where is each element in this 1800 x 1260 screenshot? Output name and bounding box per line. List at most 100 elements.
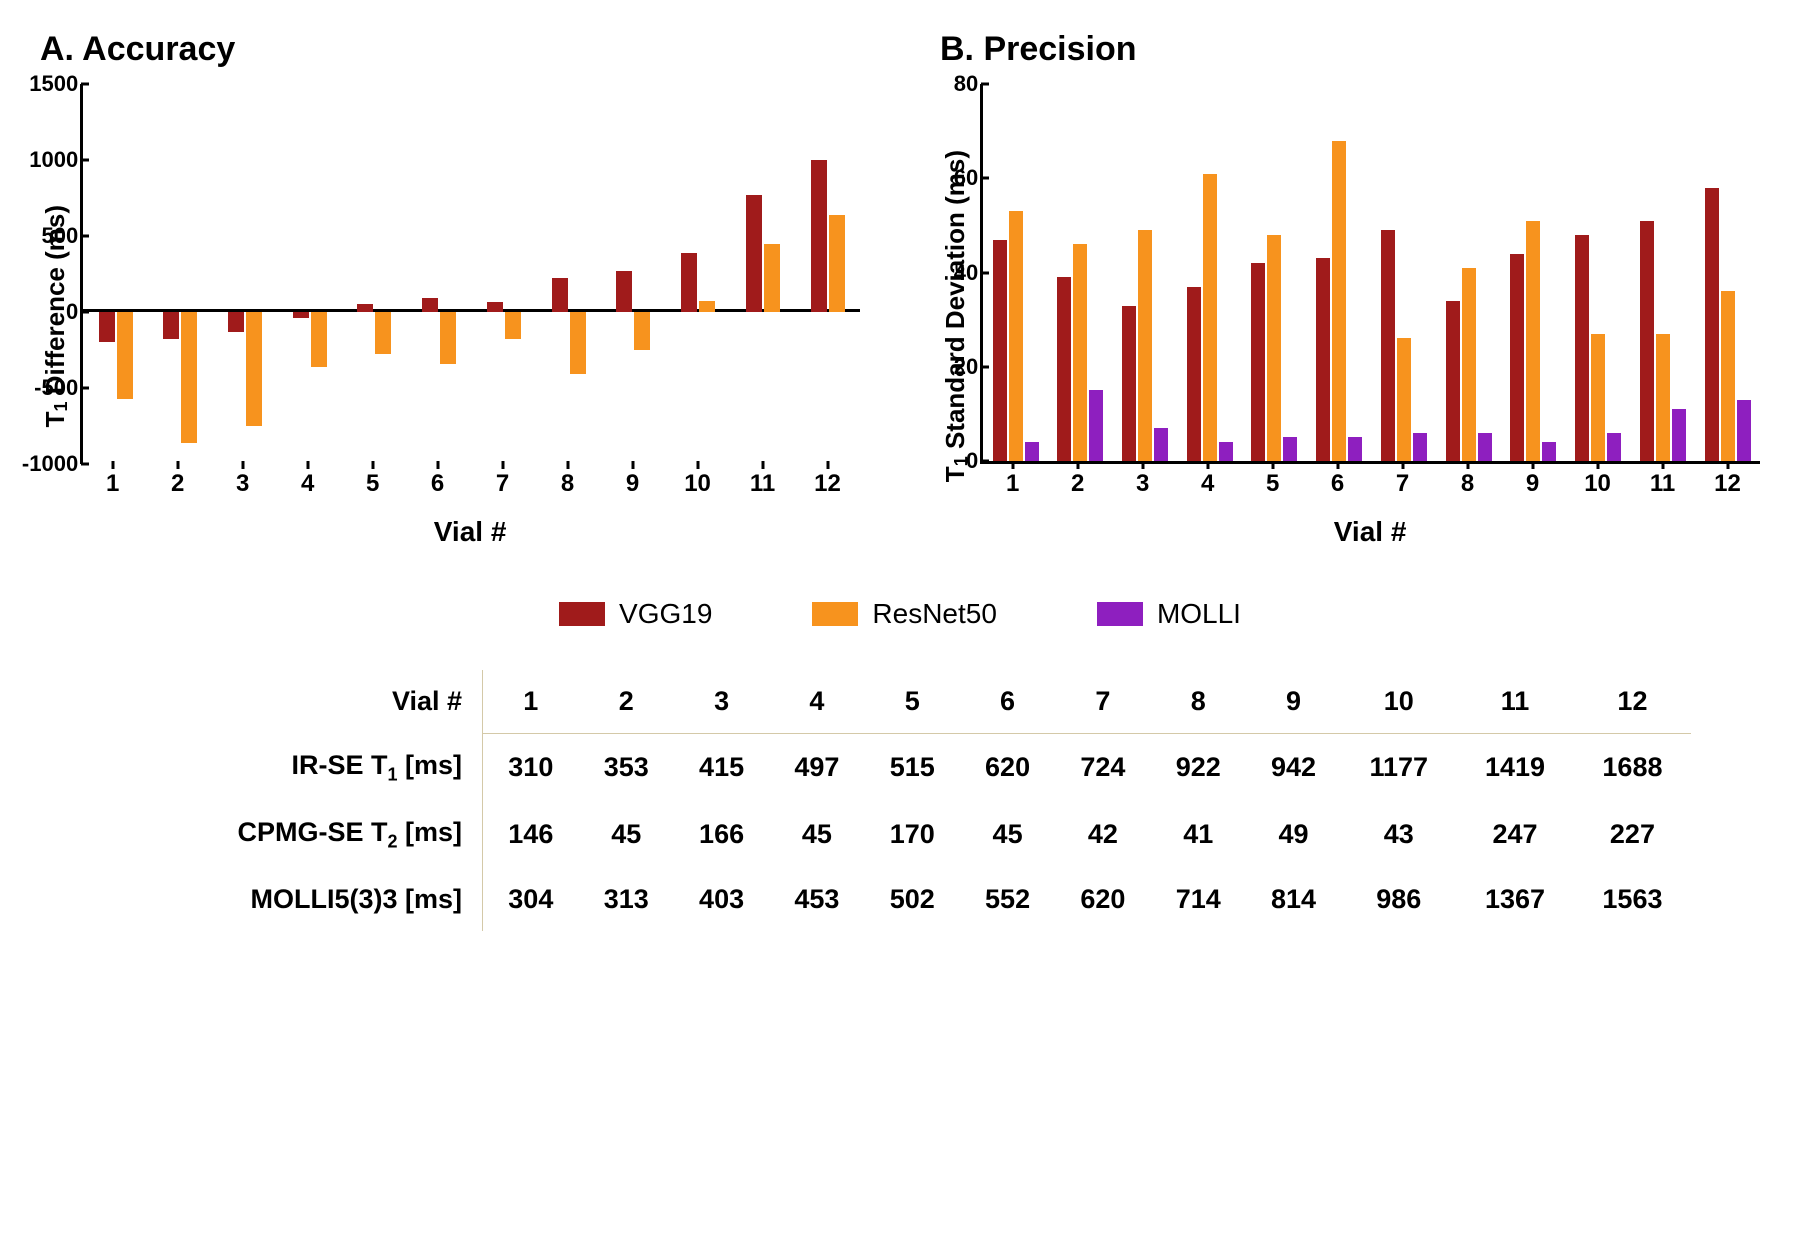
charts-row: A. Accuracy T1 Difference (ms) -1000-500… xyxy=(40,30,1760,548)
x-tick: 9 xyxy=(600,470,665,498)
y-tick: 60 xyxy=(913,165,978,191)
x-tick: 5 xyxy=(340,470,405,498)
bar xyxy=(616,271,632,312)
bar xyxy=(1721,291,1735,461)
table-cell: 1419 xyxy=(1456,734,1573,801)
panel-precision: B. Precision T1 Standard Deviation (ms) … xyxy=(940,30,1760,548)
bar xyxy=(1089,390,1103,461)
table-row: MOLLI5(3)3 [ms]3043134034535025526207148… xyxy=(109,868,1691,931)
data-table: Vial #123456789101112IR-SE T1 [ms]310353… xyxy=(109,670,1691,931)
table-col-header: 4 xyxy=(769,670,864,734)
panel-a-plot: -1000-500050010001500 xyxy=(80,84,860,464)
table-cell: 170 xyxy=(865,801,960,868)
x-tick: 11 xyxy=(730,470,795,498)
bar xyxy=(993,240,1007,461)
x-tick: 12 xyxy=(795,470,860,498)
legend-label: MOLLI xyxy=(1157,598,1241,630)
table-cell: 42 xyxy=(1055,801,1150,868)
table-cell: 247 xyxy=(1456,801,1573,868)
bar-group xyxy=(1501,84,1566,461)
table-cell: 227 xyxy=(1574,801,1691,868)
bar xyxy=(829,215,845,312)
table-cell: 45 xyxy=(769,801,864,868)
y-tick: 20 xyxy=(913,354,978,380)
bar xyxy=(1640,221,1654,461)
panel-a-xticks: 123456789101112 xyxy=(80,470,860,498)
table-cell: 403 xyxy=(674,868,769,931)
bar-group xyxy=(666,84,731,464)
bar-group xyxy=(1566,84,1631,461)
table-cell: 1688 xyxy=(1574,734,1691,801)
bar xyxy=(1672,409,1686,461)
x-tick: 1 xyxy=(980,470,1045,498)
table-cell: 620 xyxy=(960,734,1055,801)
bar xyxy=(1138,230,1152,461)
x-tick: 1 xyxy=(80,470,145,498)
table-row-label: CPMG-SE T2 [ms] xyxy=(109,801,483,868)
x-tick: 11 xyxy=(1630,470,1695,498)
bar-group xyxy=(1242,84,1307,461)
bar xyxy=(746,195,762,312)
panel-a-xlabel: Vial # xyxy=(80,516,860,548)
table-cell: 620 xyxy=(1055,868,1150,931)
x-tick: 9 xyxy=(1500,470,1565,498)
bar-group xyxy=(342,84,407,464)
bar xyxy=(1510,254,1524,461)
table-col-header: 12 xyxy=(1574,670,1691,734)
bar xyxy=(1251,263,1265,461)
x-tick: 8 xyxy=(1435,470,1500,498)
y-tick: 80 xyxy=(913,71,978,97)
bar-group xyxy=(983,84,1048,461)
bar xyxy=(1348,437,1362,461)
bar xyxy=(1025,442,1039,461)
bar-group xyxy=(277,84,342,464)
table-cell: 942 xyxy=(1246,734,1341,801)
bar-group xyxy=(601,84,666,464)
bar xyxy=(1203,174,1217,461)
bar xyxy=(634,312,650,350)
table-cell: 497 xyxy=(769,734,864,801)
table-col-header: 6 xyxy=(960,670,1055,734)
table-cell: 714 xyxy=(1151,868,1246,931)
y-tick: 0 xyxy=(913,448,978,474)
table-cell: 1563 xyxy=(1574,868,1691,931)
x-tick: 2 xyxy=(145,470,210,498)
bar-group xyxy=(213,84,278,464)
bar xyxy=(1446,301,1460,461)
bar xyxy=(1283,437,1297,461)
table-cell: 502 xyxy=(865,868,960,931)
bar-group xyxy=(1307,84,1372,461)
x-tick: 4 xyxy=(275,470,340,498)
y-tick: 1500 xyxy=(13,71,78,97)
table-cell: 304 xyxy=(483,868,579,931)
bar-group xyxy=(1048,84,1113,461)
y-tick: 40 xyxy=(913,260,978,286)
table-cell: 552 xyxy=(960,868,1055,931)
legend: VGG19ResNet50MOLLI xyxy=(40,598,1760,630)
bar xyxy=(1542,442,1556,461)
table-cell: 146 xyxy=(483,801,579,868)
table-cell: 986 xyxy=(1341,868,1456,931)
bar xyxy=(440,312,456,364)
bar xyxy=(181,312,197,443)
x-tick: 3 xyxy=(1110,470,1175,498)
bar xyxy=(1009,211,1023,461)
x-tick: 4 xyxy=(1175,470,1240,498)
legend-swatch xyxy=(559,602,605,626)
bar xyxy=(246,312,262,426)
table-cell: 1177 xyxy=(1341,734,1456,801)
y-tick: 1000 xyxy=(13,147,78,173)
x-tick: 6 xyxy=(405,470,470,498)
bar xyxy=(811,160,827,312)
bar xyxy=(1737,400,1751,461)
bar xyxy=(422,298,438,312)
bar xyxy=(1154,428,1168,461)
bar xyxy=(552,278,568,312)
table-cell: 43 xyxy=(1341,801,1456,868)
bar xyxy=(681,253,697,312)
bar xyxy=(1122,306,1136,462)
bar xyxy=(1462,268,1476,461)
legend-swatch xyxy=(812,602,858,626)
panel-b-xlabel: Vial # xyxy=(980,516,1760,548)
bar-group xyxy=(731,84,796,464)
